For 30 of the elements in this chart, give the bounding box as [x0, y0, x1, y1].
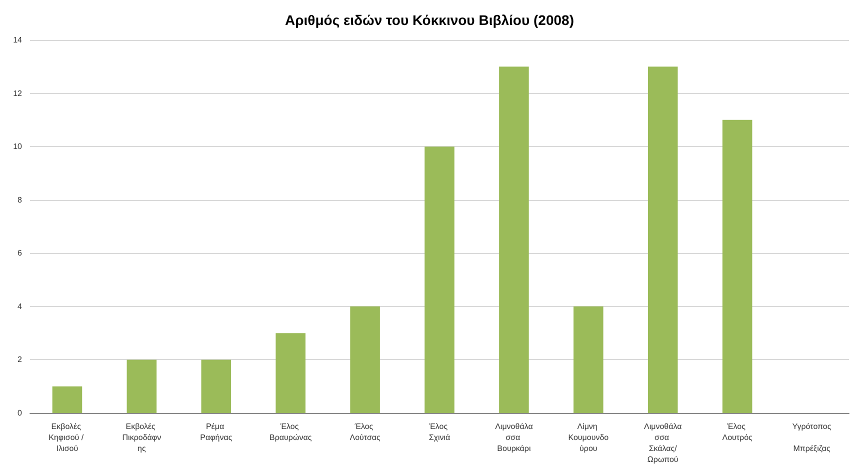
x-tick-label: Εκβολές Κηφισού / Ιλισού — [48, 422, 86, 453]
x-tick-label: Εκβολές Πικροδάφνης — [122, 422, 162, 453]
bar — [574, 306, 604, 413]
y-tick-label: 8 — [18, 195, 23, 204]
bar — [126, 360, 157, 413]
x-tick-label: Έλος Λούτσας — [350, 422, 381, 442]
y-tick-label: 4 — [18, 302, 23, 311]
bar — [52, 386, 82, 413]
x-tick-label: Λιμνοθάλασσα Σκάλας/Ωρωπού — [644, 422, 682, 464]
x-tick-label: Ρέμα Ραφήνας — [200, 422, 232, 442]
bar — [276, 333, 306, 413]
x-tick-label: Έλος Σχινιά — [428, 422, 451, 442]
x-tick-label: Έλος Βραυρώνας — [270, 422, 312, 442]
y-tick-label: 6 — [18, 248, 23, 258]
y-tick-label: 2 — [18, 355, 23, 364]
bar — [722, 120, 752, 413]
category-label: Υγρότοπος Μπρέξιζας — [792, 422, 832, 453]
bar — [499, 66, 529, 413]
y-tick-label: 10 — [13, 142, 23, 152]
x-tick-label: Έλος Λουτρός — [722, 422, 753, 442]
bar — [350, 306, 380, 413]
chart-title: Αριθμός ειδών του Κόκκινου Βιβλίου (2008) — [285, 12, 574, 28]
bar — [201, 360, 232, 413]
y-tick-label: 14 — [13, 36, 23, 44]
bar — [424, 146, 454, 413]
bar — [648, 66, 678, 413]
y-tick-label: 12 — [13, 88, 23, 98]
x-tick-label: Λιμνοθάλασσα Βουρκάρι — [495, 422, 534, 453]
y-tick-label: 0 — [18, 408, 23, 418]
x-tick-label: Λίμνη Κουμουνδούρου — [568, 422, 610, 453]
